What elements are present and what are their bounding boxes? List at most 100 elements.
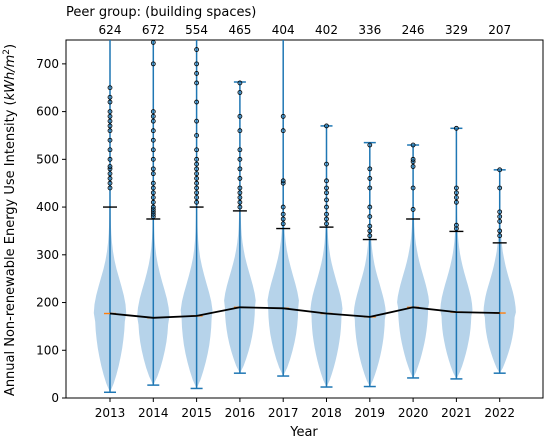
peer-group-count: 402 — [315, 23, 338, 37]
outlier-point — [194, 199, 200, 205]
outlier-point — [150, 166, 156, 172]
outlier-point — [194, 190, 200, 196]
x-tick-label: 2015 — [181, 406, 212, 420]
y-axis-label-close: ) — [3, 44, 18, 49]
y-tick-label: 400 — [36, 200, 59, 214]
outlier-point — [410, 142, 416, 148]
outlier-point — [324, 221, 329, 227]
x-tick-label: 2020 — [398, 406, 429, 420]
outlier-point — [194, 118, 200, 124]
outlier-point — [367, 185, 373, 191]
peer-group-counts: 624 672 554 465 404 402 336 246 329 207 — [99, 23, 512, 37]
plot-frame — [65, 39, 544, 399]
outlier-point — [453, 190, 459, 196]
peer-group-count: 554 — [185, 23, 208, 37]
outlier-point — [150, 61, 156, 67]
outlier-point — [367, 214, 373, 220]
outlier-point — [367, 176, 373, 181]
peer-group-count: 624 — [99, 23, 122, 37]
outlier-point — [237, 176, 243, 181]
outlier-point — [367, 223, 373, 229]
outlier-point — [194, 176, 200, 181]
outlier-point — [367, 142, 373, 148]
outlier-point — [194, 61, 200, 67]
x-tick-label: 2014 — [138, 406, 169, 420]
outlier-point — [150, 147, 156, 153]
outlier-point — [150, 137, 156, 143]
outlier-point — [150, 171, 156, 177]
outlier-point — [150, 185, 156, 191]
peer-group-count: 336 — [358, 23, 381, 37]
outlier-point — [280, 204, 286, 210]
outlier-point — [324, 161, 329, 167]
outlier-point — [497, 214, 503, 220]
outlier-point — [107, 147, 113, 153]
outlier-point — [324, 211, 329, 217]
outlier-point — [280, 128, 286, 134]
violins — [93, 40, 516, 393]
outlier-point — [107, 156, 113, 162]
y-axis-label: Annual Non-renewable Energy Use Intensit… — [2, 44, 18, 396]
y-tick-label: 700 — [36, 57, 59, 71]
outlier-point — [324, 185, 329, 191]
outlier-point — [107, 164, 113, 169]
outlier-point — [367, 204, 373, 210]
outlier-point — [107, 137, 113, 143]
x-tick-label: 2016 — [225, 406, 256, 420]
peer-group-count: 329 — [445, 23, 468, 37]
y-tick-label: 100 — [36, 343, 59, 357]
x-axis-label: Year — [289, 425, 318, 440]
outlier-point — [497, 228, 503, 234]
y-tick-label: 500 — [36, 152, 59, 166]
outlier-point — [324, 204, 329, 210]
outlier-point — [453, 199, 459, 205]
y-axis: 0 100 200 300 400 500 600 700 — [36, 57, 66, 405]
outlier-point — [410, 164, 416, 169]
outlier-point — [237, 156, 243, 162]
outlier-point — [497, 185, 503, 191]
outlier-point — [150, 113, 156, 119]
outlier-point — [194, 71, 200, 76]
outlier-point — [237, 185, 243, 191]
peer-group-count: 246 — [402, 23, 425, 37]
outlier-point — [497, 167, 503, 173]
outlier-point — [237, 195, 243, 200]
y-tick-label: 600 — [36, 105, 59, 119]
y-axis-label-main: Annual Non-renewable Energy Use Intensit… — [3, 100, 18, 396]
outlier-point — [107, 176, 113, 181]
x-tick-label: 2013 — [95, 406, 126, 420]
outlier-point — [194, 185, 200, 191]
outlier-point — [497, 233, 503, 239]
outliers — [107, 39, 503, 239]
outlier-point — [194, 133, 200, 138]
y-axis-label-unit: kWh/m — [3, 55, 18, 101]
outlier-point — [150, 195, 156, 200]
outlier-point — [280, 178, 286, 184]
outlier-point — [497, 218, 503, 224]
outlier-point — [237, 166, 243, 172]
outlier-point — [107, 113, 113, 119]
outlier-point — [194, 180, 200, 186]
x-axis: 2013 2014 2015 2016 2017 2018 2019 2020 2021 2022 — [95, 398, 515, 420]
outlier-point — [410, 156, 416, 162]
outlier-point — [150, 118, 156, 124]
outlier-point — [367, 233, 373, 239]
outlier-point — [194, 47, 200, 52]
outlier-point — [194, 147, 200, 153]
outlier-point — [194, 80, 200, 86]
outlier-point — [107, 118, 113, 124]
outlier-point — [237, 204, 243, 210]
peer-group-count: 207 — [488, 23, 511, 37]
outlier-point — [194, 166, 200, 172]
outlier-point — [107, 128, 113, 134]
peer-group-header: Peer group: (building spaces) — [66, 5, 256, 20]
y-tick-label: 0 — [51, 391, 59, 405]
outlier-point — [324, 123, 329, 129]
outlier-point — [453, 185, 459, 191]
outlier-point — [150, 156, 156, 162]
outlier-point — [237, 190, 243, 196]
median-line-group — [109, 306, 500, 319]
peer-group-count: 404 — [272, 23, 295, 37]
x-tick-label: 2017 — [268, 406, 299, 420]
